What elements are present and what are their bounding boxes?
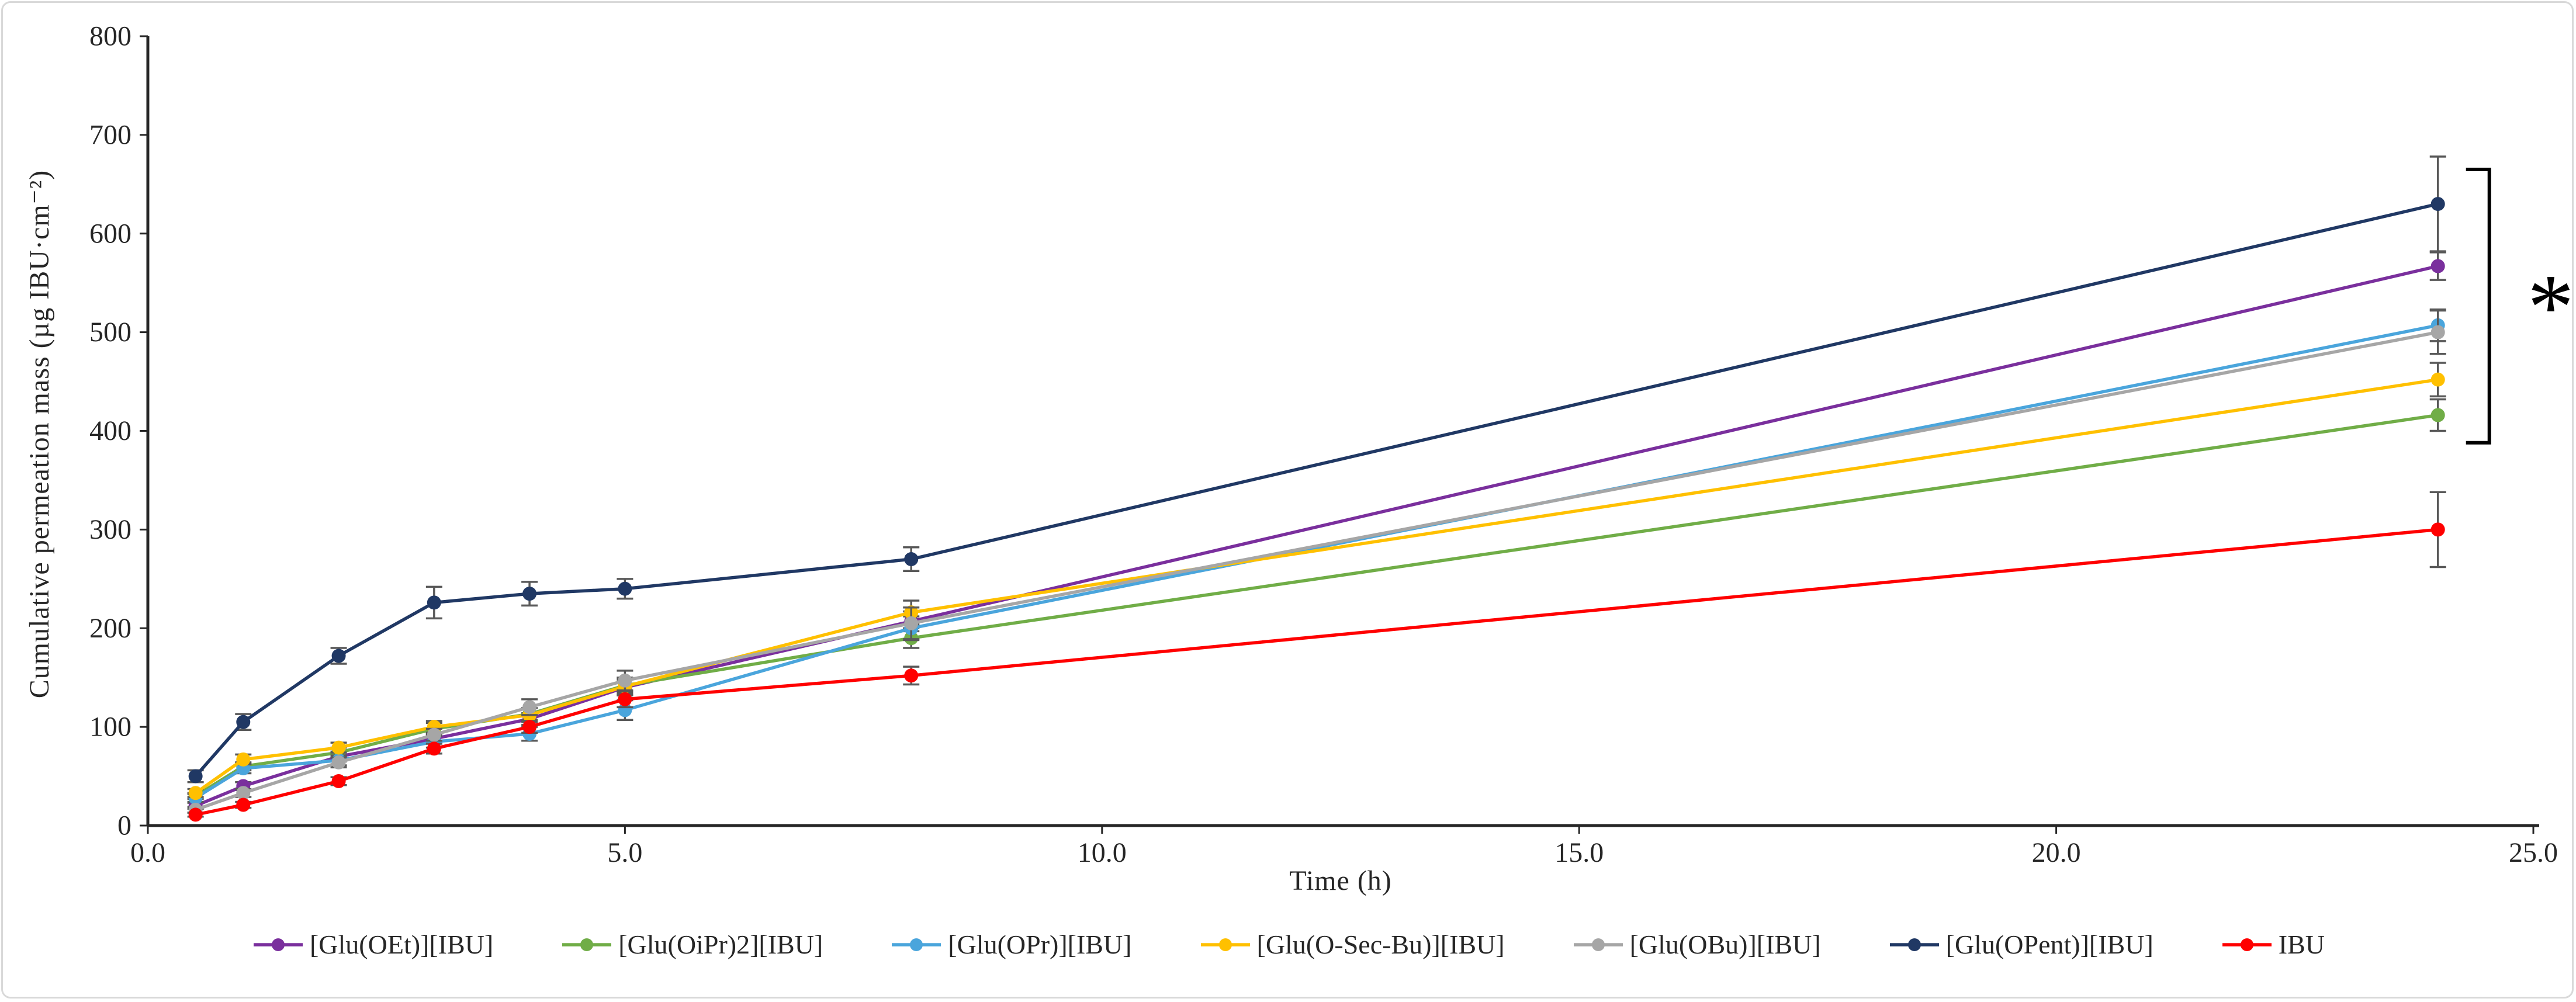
data-point <box>618 673 632 688</box>
legend-label: [Glu(OEt)][IBU] <box>309 930 494 959</box>
legend-marker-icon <box>1889 938 1939 951</box>
legend-label: [Glu(OBu)][IBU] <box>1629 930 1821 959</box>
x-tick-label: 15.0 <box>1554 837 1604 868</box>
y-tick-label: 0 <box>117 810 131 841</box>
data-point <box>2430 522 2445 537</box>
legend-marker-icon <box>1573 938 1623 951</box>
series-line <box>193 330 2440 812</box>
y-axis-title: Cumulative permeation mass (µg IBU·cm⁻²) <box>24 169 55 699</box>
legend-label: [Glu(OPr)][IBU] <box>948 930 1132 959</box>
data-point <box>236 798 251 812</box>
legend-marker-icon <box>2222 938 2272 951</box>
series-glu-opent-ibu <box>187 155 2446 783</box>
chart-legend: [Glu(OEt)][IBU] [Glu(OiPr)2][IBU] [Glu(OPr… <box>3 929 2575 960</box>
x-tick-label: 10.0 <box>1078 837 1127 868</box>
y-tick-label: 300 <box>89 514 131 545</box>
data-point <box>2430 408 2445 422</box>
legend-item-3: [Glu(OPr)][IBU] <box>892 929 1132 960</box>
significance-bracket <box>2466 167 2491 445</box>
legend-marker-icon <box>1200 938 1250 951</box>
data-point <box>331 774 346 789</box>
legend-dot <box>271 938 285 951</box>
legend-label: [Glu(O-Sec-Bu)][IBU] <box>1256 930 1505 959</box>
data-point <box>427 741 441 756</box>
y-tick-label: 200 <box>89 613 131 644</box>
data-point <box>618 692 632 706</box>
data-point <box>522 700 537 715</box>
data-point <box>904 668 919 683</box>
data-point <box>188 786 203 800</box>
legend-item-5: [Glu(OBu)][IBU] <box>1573 929 1821 960</box>
data-point <box>331 740 346 755</box>
legend-label: IBU <box>2278 930 2325 959</box>
legend-item-6: [Glu(OPent)][IBU] <box>1889 929 2153 960</box>
legend-dot <box>580 938 594 951</box>
series-ibu <box>187 491 2446 822</box>
legend-marker-icon <box>253 938 303 951</box>
data-point <box>331 649 346 663</box>
y-tick-label: 700 <box>89 119 131 150</box>
data-point <box>236 715 251 729</box>
legend-label: [Glu(OPent)][IBU] <box>1945 930 2153 959</box>
data-point <box>904 552 919 567</box>
y-tick-label: 100 <box>89 712 131 743</box>
significance-asterisk: * <box>2527 255 2574 359</box>
data-point <box>331 755 346 769</box>
legend-item-4: [Glu(O-Sec-Bu)][IBU] <box>1200 929 1505 960</box>
axes: 0 100 200 300 400 500 600 700 800 0.0 5.0 10.0 15.0 2… <box>89 21 2558 869</box>
series-line <box>193 528 2440 817</box>
legend-marker-icon <box>892 938 941 951</box>
data-point <box>427 595 441 610</box>
data-point <box>236 786 251 800</box>
legend-marker-icon <box>562 938 612 951</box>
permeation-line-chart: 0 100 200 300 400 500 600 700 800 0.0 5.0 10.0 15.0 2… <box>89 21 2574 869</box>
legend-dot <box>1907 938 1921 951</box>
data-point <box>2430 325 2445 339</box>
series-line <box>193 202 2440 778</box>
data-point <box>522 720 537 734</box>
data-point <box>188 769 203 783</box>
x-tick-label: 20.0 <box>2032 837 2081 868</box>
legend-dot <box>1218 938 1232 951</box>
y-tick-label: 800 <box>89 21 131 52</box>
series-glu-obu-ibu <box>187 309 2446 817</box>
legend-dot <box>1591 938 1605 951</box>
data-point <box>427 727 441 742</box>
y-tick-label: 500 <box>89 317 131 348</box>
x-tick-label: 0.0 <box>130 837 165 868</box>
x-tick-label: 5.0 <box>607 837 642 868</box>
data-point <box>2430 259 2445 273</box>
legend-item-1: [Glu(OEt)][IBU] <box>253 929 494 960</box>
legend-item-7: IBU <box>2222 929 2325 960</box>
significance-annotation: * <box>2466 167 2574 445</box>
y-tick-label: 400 <box>89 415 131 446</box>
data-point <box>236 752 251 767</box>
x-axis-title: Time (h) <box>1289 865 1392 896</box>
series-glu-oipr-2-ibu <box>187 398 2446 803</box>
data-point <box>2430 197 2445 212</box>
legend-dot <box>2240 938 2253 951</box>
legend-item-2: [Glu(OiPr)2][IBU] <box>562 929 823 960</box>
data-point <box>904 616 919 630</box>
data-point <box>618 581 632 596</box>
legend-label: [Glu(OiPr)2][IBU] <box>618 930 823 959</box>
legend-dot <box>910 938 923 951</box>
y-tick-label: 600 <box>89 218 131 249</box>
x-tick-label: 25.0 <box>2509 837 2558 868</box>
data-point <box>2430 372 2445 387</box>
data-point <box>522 587 537 601</box>
data-point <box>188 807 203 822</box>
